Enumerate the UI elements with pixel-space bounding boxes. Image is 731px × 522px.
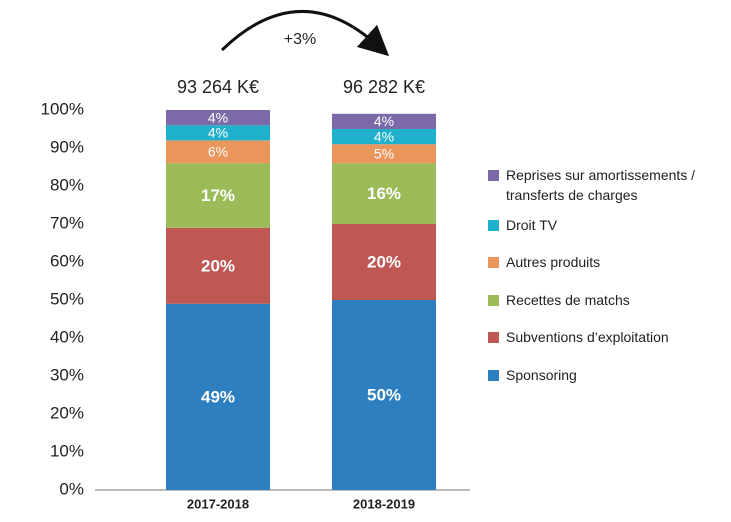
y-tick-label: 0% [59,479,84,498]
legend-swatch [488,220,499,231]
y-tick-label: 60% [50,251,84,270]
y-tick-label: 40% [50,327,84,346]
bar-segment [332,163,436,224]
legend-item: Reprises sur amortissements / transferts… [488,165,723,205]
y-tick-label: 100% [41,99,84,118]
bar-segment [332,224,436,300]
bar-segment [332,129,436,145]
data-label: 20% [201,256,235,275]
growth-arrow [220,10,390,57]
data-label: 5% [374,145,394,161]
legend-label: Sponsoring [506,367,577,383]
y-tick-label: 20% [50,403,84,422]
bar-segment [166,140,270,164]
data-label: 4% [374,113,394,129]
legend-label: Recettes de matchs [506,292,630,308]
data-label: 4% [208,125,228,141]
total-label: 93 264 K€ [177,77,259,97]
bar-segment [332,144,436,164]
data-label: 17% [201,186,235,205]
legend-label: Reprises sur amortissements / transferts… [506,167,696,203]
y-tick-label: 10% [50,441,84,460]
y-tick-label: 50% [50,289,84,308]
annotation: +3% [284,31,316,48]
bar-segment [166,303,270,490]
y-tick-label: 90% [50,137,84,156]
data-label: 20% [367,252,401,271]
legend-swatch [488,257,499,268]
legend-label: Subventions d’exploitation [506,329,669,345]
legend-item: Droit TV [488,215,723,235]
bar-segment [332,113,436,129]
y-tick-label: 80% [50,175,84,194]
bar-segment [332,300,436,490]
legend-swatch [488,295,499,306]
data-label: 49% [201,387,235,406]
legend-label: Autres produits [506,254,601,270]
bar-segment [166,227,270,304]
bar-segment [166,110,270,126]
legend-item: Sponsoring [488,365,723,385]
total-label: 96 282 K€ [343,77,425,97]
bar-segment [166,163,270,228]
x-tick-label: 2018-2019 [353,496,415,511]
data-label: 4% [374,128,394,144]
legend-item: Subventions d’exploitation [488,327,723,347]
data-label: 6% [208,144,228,160]
y-tick-label: 70% [50,213,84,232]
bar-segment [166,125,270,141]
data-label: 50% [367,385,401,404]
legend-swatch [488,370,499,381]
y-tick-label: 30% [50,365,84,384]
data-label: 16% [367,184,401,203]
legend-label: Droit TV [506,217,558,233]
legend-item: Recettes de matchs [488,290,723,310]
data-label: 4% [208,109,228,125]
x-tick-label: 2017-2018 [187,496,249,511]
legend-swatch [488,170,499,181]
legend-swatch [488,332,499,343]
legend-item: Autres produits [488,252,723,272]
